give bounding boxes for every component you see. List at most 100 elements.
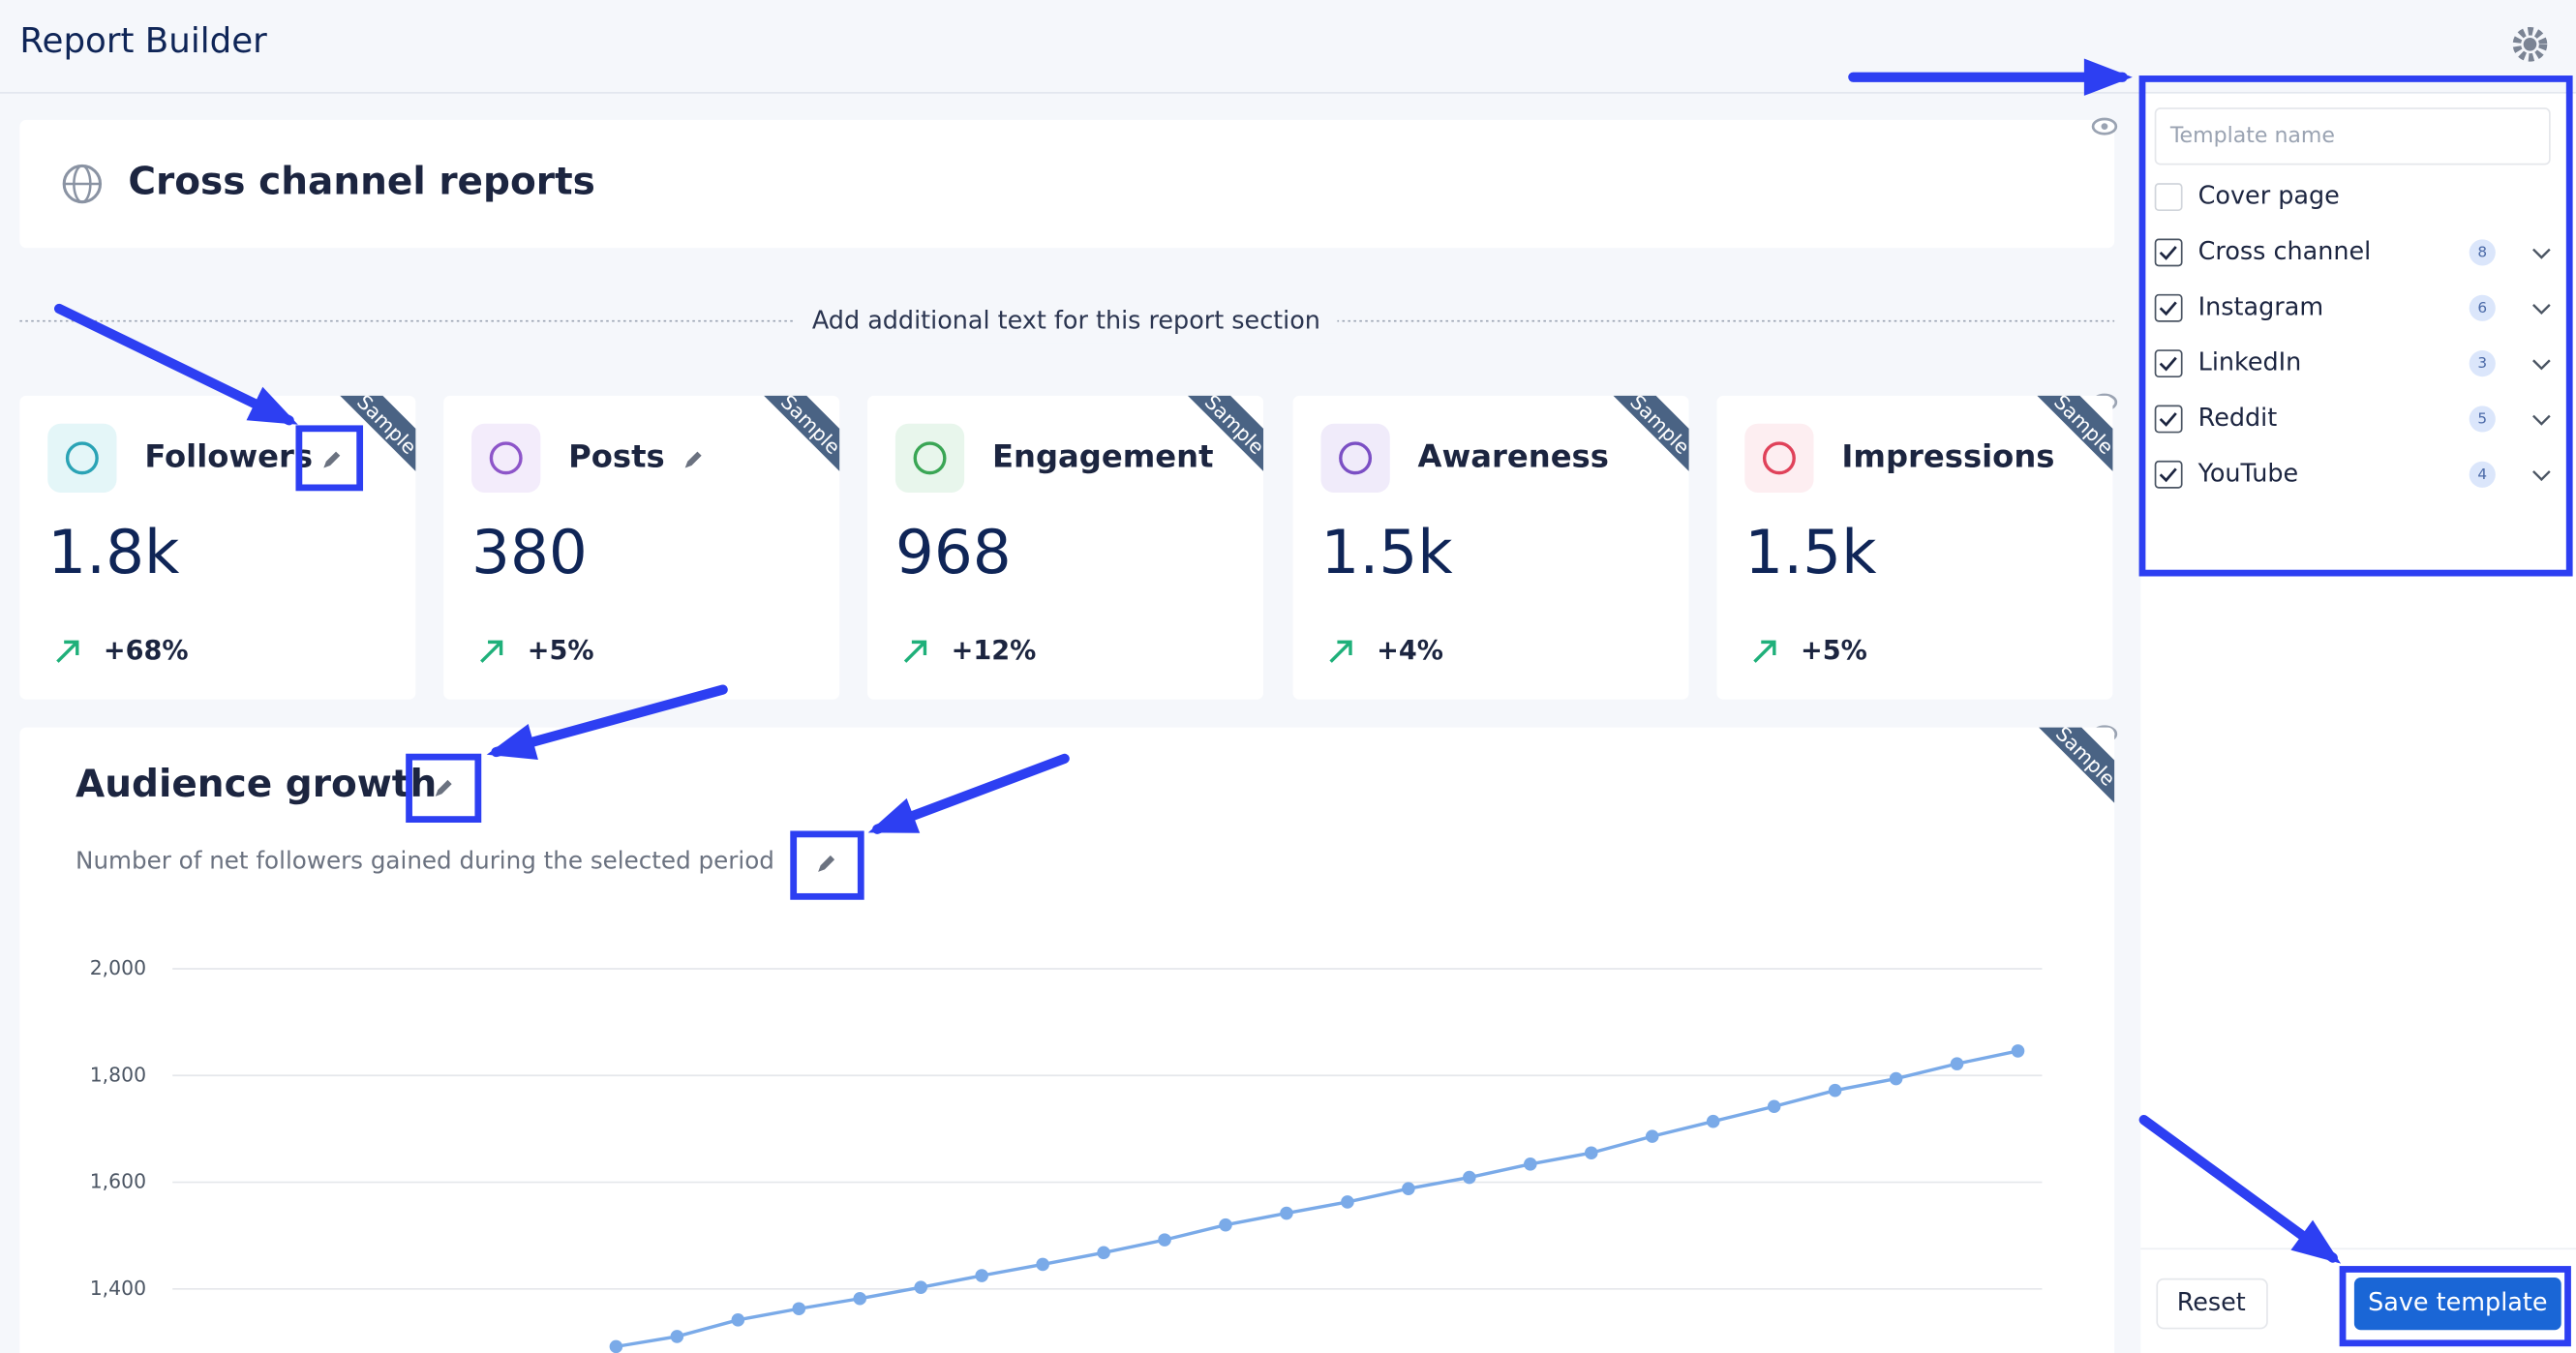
trend-arrow (903, 640, 927, 663)
metric-change: +12% (952, 636, 1037, 666)
edit-icon[interactable] (818, 855, 835, 872)
metric-icon-glyph (489, 441, 523, 475)
metric-name: Awareness (1418, 437, 1609, 474)
section-checkbox[interactable] (2154, 460, 2183, 489)
data-point (1584, 1146, 1598, 1160)
metric-card (1716, 395, 2113, 700)
data-point (914, 1280, 927, 1294)
metric-name: Engagement (992, 437, 1213, 474)
trend-arrow (1329, 640, 1352, 663)
section-count-badge (2469, 294, 2496, 321)
data-point (1889, 1071, 1903, 1086)
data-point (1280, 1206, 1293, 1220)
data-point (1950, 1057, 1964, 1070)
highlight-box (406, 753, 482, 823)
data-point (1645, 1129, 1659, 1143)
chart-title: Audience growth (76, 763, 437, 806)
section-checkbox[interactable] (2154, 293, 2183, 322)
metric-value: 1.5k (1320, 517, 1453, 587)
section-checkbox[interactable] (2154, 238, 2183, 267)
data-point (1158, 1233, 1171, 1247)
metric-change: +5% (1801, 636, 1867, 666)
highlight-box (790, 830, 864, 900)
sample-ribbon (1613, 395, 1689, 471)
metric-change: +5% (528, 636, 594, 666)
checkbox-check (2159, 246, 2177, 260)
section-expand[interactable] (2532, 248, 2551, 259)
metric-icon-glyph (1339, 441, 1373, 475)
data-point (1219, 1218, 1232, 1232)
chart-card (19, 727, 2115, 1353)
section-count-badge (2469, 461, 2496, 488)
edit-icon[interactable] (323, 451, 341, 468)
page-title: Report Builder (19, 21, 267, 61)
section-checkbox[interactable] (2154, 349, 2183, 378)
metric-card (19, 395, 416, 700)
section-count: 4 (2477, 466, 2487, 483)
data-line (616, 1049, 2018, 1349)
section-name: Cover page (2198, 182, 2340, 211)
reset-label: Reset (2177, 1288, 2246, 1317)
section-count: 5 (2477, 409, 2487, 427)
data-point (1706, 1114, 1720, 1128)
annotation-arrow (491, 684, 728, 758)
metric-value: 380 (471, 517, 588, 587)
section-text[interactable]: Add additional text for this report sect… (812, 307, 1320, 336)
metric-icon (471, 423, 541, 493)
annotation-arrow (2138, 1114, 2338, 1263)
metric-icon-glyph (1762, 441, 1796, 475)
section-expand[interactable] (2532, 359, 2551, 371)
section-expand[interactable] (2532, 304, 2551, 316)
data-point (1402, 1182, 1415, 1195)
section-count: 8 (2477, 243, 2487, 260)
annotation-arrowhead (246, 386, 298, 425)
annotation-arrowhead (486, 724, 538, 760)
metric-card (1292, 395, 1689, 700)
settings-icon-center (2523, 38, 2537, 51)
checkbox-check (2159, 356, 2177, 372)
y-tick-label: 2,000 (90, 956, 146, 979)
data-point (1341, 1195, 1354, 1209)
metric-change: +4% (1377, 636, 1443, 666)
metric-icon (894, 423, 965, 493)
sample-ribbon (340, 395, 416, 471)
y-tick-label: 1,600 (90, 1170, 146, 1193)
trend-arrow (1753, 640, 1776, 663)
data-point (1828, 1083, 1842, 1097)
metric-name: Followers (144, 437, 313, 474)
data-point (1036, 1257, 1049, 1272)
metric-change: +68% (104, 636, 189, 666)
sample-ribbon (1187, 395, 1264, 471)
y-tick-label: 1,400 (90, 1277, 146, 1300)
section-count: 6 (2477, 299, 2487, 316)
settings-icon[interactable] (2512, 26, 2548, 62)
metric-name: Impressions (1841, 437, 2054, 474)
edit-icon[interactable] (684, 451, 702, 468)
metric-value: 968 (895, 517, 1012, 587)
data-point (609, 1339, 623, 1353)
metric-name: Posts (568, 437, 665, 474)
section-expand[interactable] (2532, 470, 2551, 482)
data-point (1524, 1158, 1537, 1171)
report-title: Cross channel reports (128, 161, 595, 204)
data-point (2011, 1044, 2025, 1058)
section-checkbox[interactable] (2154, 183, 2183, 212)
metric-icon (1744, 423, 1814, 493)
metric-value: 1.8k (47, 517, 180, 587)
section-count-badge (2469, 350, 2496, 377)
highlight-box (2138, 75, 2573, 577)
metric-icon-glyph (65, 441, 99, 475)
data-point (975, 1269, 988, 1282)
visibility-icon[interactable] (2091, 117, 2118, 135)
section-name: YouTube (2197, 459, 2298, 488)
checkbox-check (2159, 301, 2177, 316)
section-expand[interactable] (2532, 414, 2551, 426)
edit-icon[interactable] (435, 779, 452, 797)
save-button[interactable] (2353, 1277, 2561, 1331)
section-checkbox[interactable] (2154, 405, 2183, 434)
reset-button[interactable] (2156, 1278, 2268, 1330)
template-input[interactable] (2154, 107, 2551, 165)
section-name: Cross channel (2198, 237, 2372, 266)
